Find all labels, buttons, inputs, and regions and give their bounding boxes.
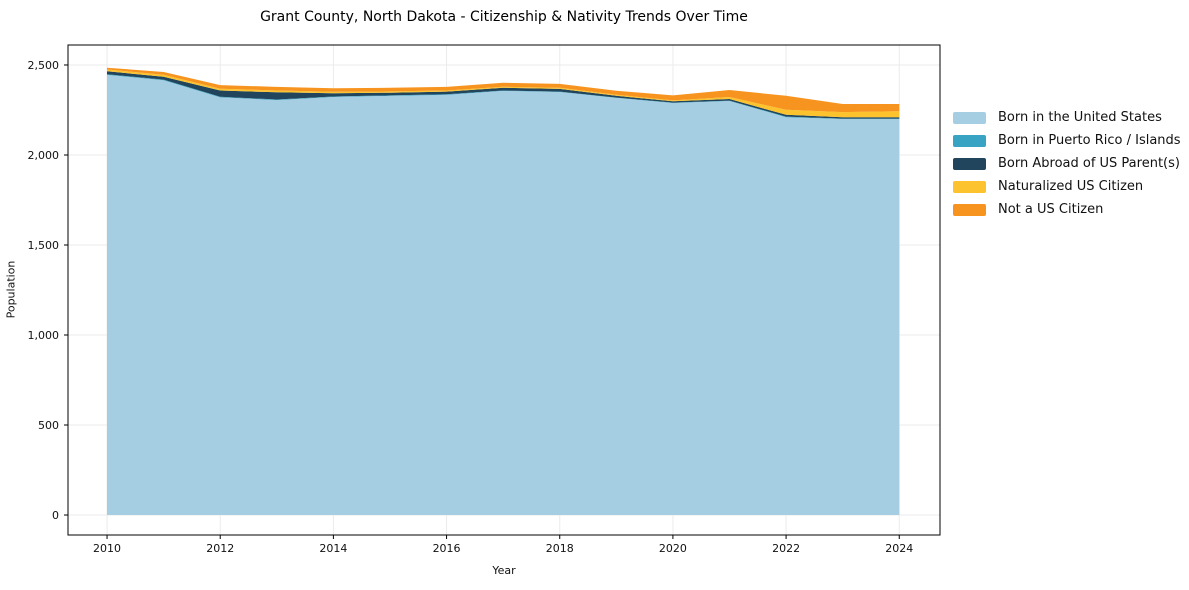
tick-label: 1,000	[28, 329, 60, 342]
legend-label: Born Abroad of US Parent(s)	[998, 156, 1180, 171]
legend-item: Not a US Citizen	[953, 198, 1181, 221]
tick-label: 1,500	[28, 239, 60, 252]
tick-label: 2016	[433, 542, 461, 555]
legend-item: Naturalized US Citizen	[953, 175, 1181, 198]
tick-label: 2024	[885, 542, 913, 555]
chart-title: Grant County, North Dakota - Citizenship…	[260, 9, 748, 25]
legend-label: Not a US Citizen	[998, 202, 1104, 217]
legend-swatch	[953, 180, 986, 193]
x-axis-label: Year	[492, 564, 516, 577]
legend-label: Born in the United States	[998, 110, 1162, 125]
tick-label: 2,500	[28, 59, 60, 72]
tick-label: 2012	[206, 542, 234, 555]
legend-swatch	[953, 203, 986, 216]
legend: Born in the United States Born in Puerto…	[953, 106, 1181, 221]
tick-labels: 2010 2012 2014 2016 2018 2020 2022 2024 0 500 1,00…	[28, 59, 914, 555]
area-naturalized-us-citizen	[107, 69, 900, 118]
legend-item: Born in Puerto Rico / Islands	[953, 129, 1181, 152]
tick-label: 2020	[659, 542, 687, 555]
area-not-a-us-citizen	[107, 67, 900, 113]
legend-item: Born Abroad of US Parent(s)	[953, 152, 1181, 175]
tick-label: 2022	[772, 542, 800, 555]
legend-swatch	[953, 134, 986, 147]
legend-swatch	[953, 157, 986, 170]
y-axis-label: Population	[4, 260, 18, 319]
tick-label: 2018	[546, 542, 574, 555]
axes-frame	[64, 44, 941, 539]
legend-label: Naturalized US Citizen	[998, 179, 1144, 194]
tick-label: 2,000	[28, 149, 60, 162]
area-series	[107, 67, 900, 516]
tick-label: 2010	[93, 542, 121, 555]
legend-swatch	[953, 111, 986, 124]
area-born-in-the-united-states	[107, 74, 900, 516]
tick-label: 2014	[319, 542, 347, 555]
tick-label: 500	[38, 419, 59, 432]
legend-item: Born in the United States	[953, 106, 1181, 129]
legend-label: Born in Puerto Rico / Islands	[998, 133, 1181, 148]
area-born-abroad-of-us-parent-s-	[107, 71, 900, 119]
tick-label: 0	[52, 509, 59, 522]
